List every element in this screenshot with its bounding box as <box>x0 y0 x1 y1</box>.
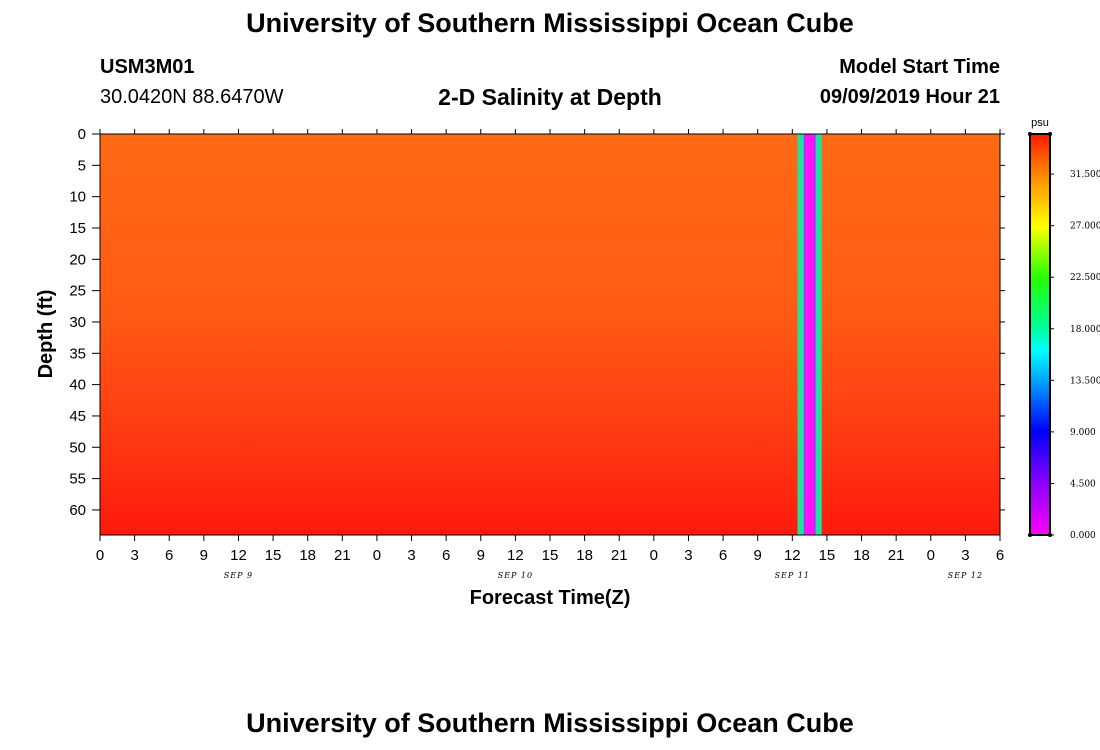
y-tick-label: 55 <box>69 471 86 488</box>
x-tick-label: 9 <box>477 547 485 564</box>
colorbar-fill <box>1029 133 1051 536</box>
page-title: University of Southern Mississippi Ocean… <box>246 8 854 38</box>
x-axis-ticks: 0 3 6 9 12 15 18 21 0 3 6 9 12 15 18 21 0 3 6 9 12 15 18 21 0 3 6 <box>96 129 1004 564</box>
colorbar-tick-label: 4.500 <box>1070 479 1096 489</box>
x-tick-label: 0 <box>96 547 104 564</box>
model-start-label: Model Start Time <box>839 56 1000 78</box>
y-tick-label: 30 <box>69 314 86 331</box>
band-inner <box>804 134 815 535</box>
colorbar: psu 0.000 4.500 9.000 13.500 18.000 22.500 27.0… <box>1028 117 1100 541</box>
colorbar-corner <box>1028 132 1032 136</box>
y-tick-label: 60 <box>69 502 86 519</box>
colorbar-tick-label: 22.500 <box>1070 273 1100 283</box>
x-tick-label: 15 <box>819 547 836 564</box>
x-tick-label: 0 <box>373 547 381 564</box>
colorbar-tick-label: 13.500 <box>1070 376 1100 386</box>
colorbar-tick-label: 0.000 <box>1070 531 1096 541</box>
x-tick-label: 3 <box>684 547 692 564</box>
y-tick-label: 10 <box>69 189 86 206</box>
x-tick-label: 6 <box>442 547 450 564</box>
y-tick-label: 15 <box>69 220 86 237</box>
x-tick-label: 15 <box>265 547 282 564</box>
colorbar-unit-label: psu <box>1031 117 1049 129</box>
x-tick-label: 6 <box>996 547 1004 564</box>
date-label: SEP 12 <box>948 571 983 580</box>
missing-data-band <box>797 134 822 535</box>
y-tick-label: 20 <box>69 251 86 268</box>
date-label: SEP 11 <box>775 571 810 580</box>
x-tick-label: 18 <box>576 547 593 564</box>
station-coordinates: 30.0420N 88.6470W <box>100 86 284 108</box>
colorbar-tick-label: 9.000 <box>1070 428 1096 438</box>
y-tick-label: 40 <box>69 377 86 394</box>
colorbar-tick-label: 18.000 <box>1070 325 1100 335</box>
x-tick-label: 6 <box>165 547 173 564</box>
x-tick-label: 3 <box>130 547 138 564</box>
y-tick-label: 35 <box>69 345 86 362</box>
x-tick-label: 3 <box>407 547 415 564</box>
colorbar-tick-label: 31.500 <box>1070 170 1100 180</box>
colorbar-corner <box>1028 533 1032 537</box>
colorbar-tick-label: 27.000 <box>1070 222 1100 232</box>
y-tick-label: 45 <box>69 408 86 425</box>
x-tick-label: 9 <box>200 547 208 564</box>
date-label: SEP 10 <box>498 571 533 580</box>
footer-title: University of Southern Mississippi Ocean… <box>246 708 854 738</box>
y-tick-label: 5 <box>78 157 86 174</box>
colorbar-corner <box>1048 132 1052 136</box>
station-id: USM3M01 <box>100 56 195 78</box>
y-tick-label: 50 <box>69 439 86 456</box>
band-edge-right <box>814 134 816 535</box>
plot-title: 2-D Salinity at Depth <box>438 84 662 110</box>
x-tick-label: 12 <box>230 547 247 564</box>
x-tick-label: 21 <box>611 547 628 564</box>
date-label: SEP 9 <box>224 571 253 580</box>
band-edge-left <box>803 134 805 535</box>
x-tick-label: 3 <box>961 547 969 564</box>
x-tick-label: 18 <box>853 547 870 564</box>
y-tick-label: 25 <box>69 283 86 300</box>
salinity-field-fill <box>100 134 1000 535</box>
x-tick-label: 15 <box>542 547 559 564</box>
x-tick-label: 9 <box>754 547 762 564</box>
salinity-field <box>100 134 1000 535</box>
x-tick-label: 21 <box>888 547 905 564</box>
y-axis-ticks: 0 5 10 15 20 25 30 35 40 45 50 55 60 <box>69 126 1005 519</box>
x-tick-label: 12 <box>507 547 524 564</box>
date-labels: SEP 9 SEP 10 SEP 11 SEP 12 <box>224 571 983 580</box>
x-tick-label: 18 <box>299 547 316 564</box>
x-tick-label: 0 <box>927 547 935 564</box>
y-tick-label: 0 <box>78 126 86 143</box>
x-tick-label: 6 <box>719 547 727 564</box>
x-tick-label: 12 <box>784 547 801 564</box>
model-start-value: 09/09/2019 Hour 21 <box>819 86 1000 108</box>
x-tick-label: 0 <box>650 547 658 564</box>
x-axis-title: Forecast Time(Z) <box>470 587 631 609</box>
x-tick-label: 21 <box>334 547 351 564</box>
y-axis-title: Depth (ft) <box>35 290 57 379</box>
